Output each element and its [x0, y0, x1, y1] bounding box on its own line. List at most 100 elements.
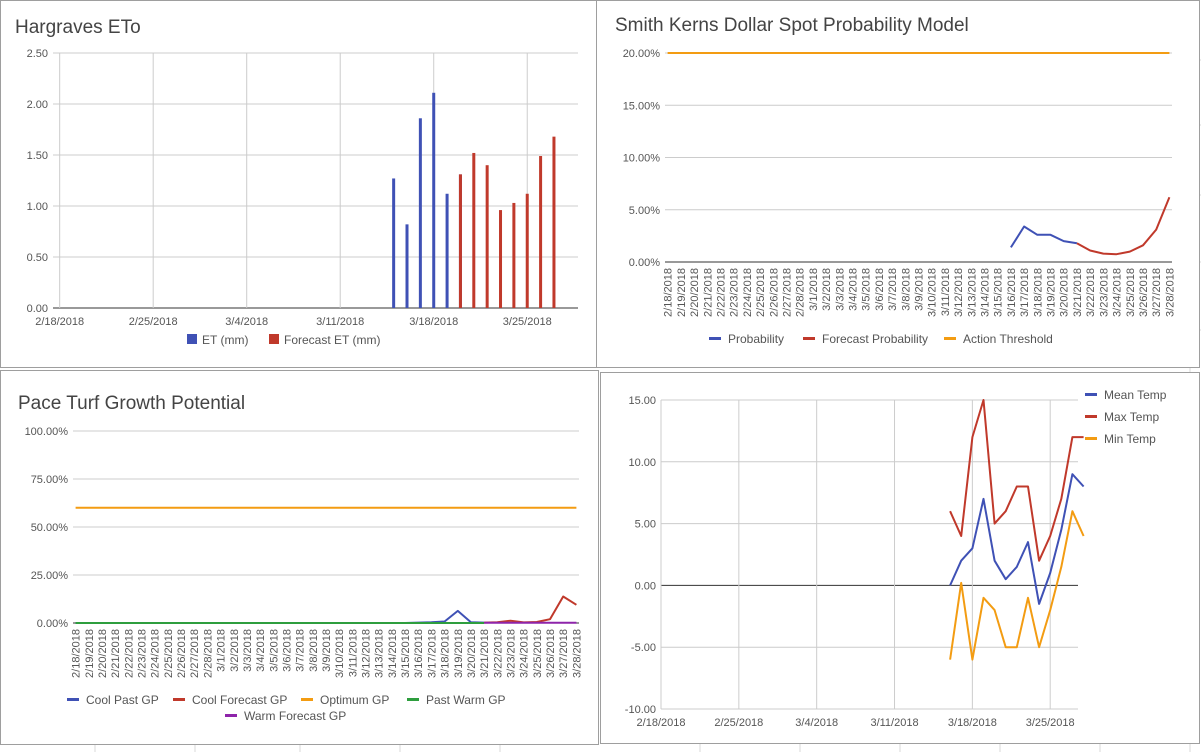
bar: [418, 118, 422, 308]
bar: [472, 152, 476, 308]
x-tick-label: 3/1/2018: [808, 268, 820, 311]
bar: [512, 202, 516, 308]
bar: [405, 224, 409, 308]
bar: [539, 156, 543, 308]
legend-swatch: [1085, 393, 1097, 396]
x-tick-label: 3/25/2018: [1026, 717, 1075, 729]
x-tick-label: 3/28/2018: [1164, 268, 1176, 317]
y-tick-label: 0.00: [635, 580, 656, 592]
x-tick-label: 2/18/2018: [71, 629, 83, 678]
legend-entry: Warm Forecast GP: [244, 709, 346, 723]
x-tick-label: 3/11/2018: [316, 316, 364, 328]
x-tick-label: 3/18/2018: [440, 629, 452, 678]
x-tick-label: 3/23/2018: [1098, 268, 1110, 317]
x-tick-label: 3/5/2018: [861, 268, 873, 311]
x-tick-label: 2/28/2018: [795, 268, 807, 317]
x-tick-label: 3/22/2018: [492, 629, 504, 678]
x-tick-label: 3/10/2018: [927, 268, 939, 317]
y-tick-label: 1.50: [27, 150, 48, 162]
y-tick-label: -10.00: [625, 704, 656, 716]
bar: [392, 178, 396, 308]
bar: [458, 174, 462, 308]
legend-entry: Past Warm GP: [426, 693, 506, 707]
chart-panel-pace-turf[interactable]: Pace Turf Growth Potential 0.00% 25.00% 50.…: [0, 370, 599, 745]
x-tick-label: 3/11/2018: [940, 268, 952, 316]
x-tick-label: 3/1/2018: [216, 629, 228, 672]
y-tick-label: 15.00: [628, 395, 656, 407]
x-tick-label: 2/23/2018: [729, 268, 741, 317]
x-tick-label: 2/21/2018: [702, 268, 714, 317]
x-tick-label: 3/25/2018: [1125, 268, 1137, 317]
x-tick-label: 3/14/2018: [980, 268, 992, 317]
bar: [445, 193, 449, 308]
x-tick-label: 3/7/2018: [295, 629, 307, 672]
legend-entry: Forecast ET (mm): [284, 333, 380, 347]
series-line: [1076, 196, 1171, 256]
x-tick-label: 2/18/2018: [663, 268, 675, 317]
y-tick-label: 2.00: [27, 99, 48, 111]
x-tick-label: 3/7/2018: [887, 268, 899, 311]
x-tick-label: 3/11/2018: [870, 717, 918, 729]
y-tick-label: 10.00: [628, 457, 656, 469]
x-tick-label: 2/25/2018: [755, 268, 767, 317]
x-tick-label: 3/9/2018: [321, 629, 333, 672]
series-line: [949, 399, 1084, 562]
legend-entry: Max Temp: [1104, 410, 1159, 424]
y-tick-label: 0.00%: [37, 618, 68, 630]
x-tick-label: 3/8/2018: [308, 629, 320, 672]
x-tick-label: 3/4/2018: [225, 316, 268, 328]
x-tick-label: 2/19/2018: [84, 629, 96, 678]
x-tick-label: 3/15/2018: [400, 629, 412, 678]
x-tick-label: 3/10/2018: [334, 629, 346, 678]
x-tick-label: 3/13/2018: [966, 268, 978, 317]
x-tick-label: 2/26/2018: [768, 268, 780, 317]
legend-swatch: [225, 714, 237, 717]
x-tick-label: 3/8/2018: [900, 268, 912, 311]
x-tick-label: 3/4/2018: [255, 629, 267, 672]
x-tick-label: 3/25/2018: [503, 316, 552, 328]
x-tick-label: 3/15/2018: [993, 268, 1005, 317]
legend-entry: ET (mm): [202, 333, 248, 347]
x-tick-label: 3/6/2018: [281, 629, 293, 672]
chart-panel-temperature[interactable]: -10.00 -5.00 0.00 5.00 10.00 15.00 2/18/2018 2/…: [600, 372, 1200, 744]
y-tick-label: 100.00%: [25, 426, 69, 438]
x-tick-label: 2/19/2018: [676, 268, 688, 317]
x-tick-label: 3/13/2018: [374, 629, 386, 678]
x-tick-label: 3/17/2018: [1019, 268, 1031, 317]
x-tick-label: 2/20/2018: [689, 268, 701, 317]
y-tick-label: 0.50: [27, 252, 48, 264]
x-tick-label: 3/22/2018: [1085, 268, 1097, 317]
bar: [499, 210, 503, 308]
y-tick-label: 25.00%: [31, 570, 69, 582]
x-tick-label: 2/27/2018: [781, 268, 793, 317]
x-tick-label: 3/2/2018: [821, 268, 833, 311]
y-tick-label: 10.00%: [623, 153, 661, 165]
legend-swatch: [1085, 415, 1097, 418]
x-tick-label: 3/20/2018: [1059, 268, 1071, 317]
x-tick-label: 3/12/2018: [953, 268, 965, 317]
x-tick-label: 3/20/2018: [466, 629, 478, 678]
x-tick-label: 3/2/2018: [229, 629, 241, 672]
legend-entry: Min Temp: [1104, 432, 1156, 446]
y-tick-label: 0.00%: [629, 257, 660, 269]
x-tick-label: 3/4/2018: [795, 717, 838, 729]
x-tick-label: 3/19/2018: [1046, 268, 1058, 317]
x-tick-label: 3/12/2018: [361, 629, 373, 678]
x-tick-label: 2/28/2018: [202, 629, 214, 678]
y-tick-label: 20.00%: [623, 48, 661, 60]
series-line: [75, 609, 485, 624]
bar: [485, 165, 489, 308]
x-tick-label: 2/26/2018: [176, 629, 188, 678]
series-line: [949, 473, 1085, 605]
legend-swatch: [944, 337, 956, 340]
temperature-chart: -10.00 -5.00 0.00 5.00 10.00 15.00 2/18/2018 2/…: [625, 388, 1167, 729]
pace-turf-chart: Pace Turf Growth Potential 0.00% 25.00% 50.…: [18, 393, 583, 723]
chart-panel-dollar-spot[interactable]: Smith Kerns Dollar Spot Probability Mode…: [596, 0, 1200, 368]
chart-panel-hargraves[interactable]: Hargraves ETo 0.00 0.50 1.00 1.50 2.00 2.50 2/1…: [0, 0, 597, 368]
legend-swatch: [67, 698, 79, 701]
legend-swatch: [301, 698, 313, 701]
x-tick-label: 3/14/2018: [387, 629, 399, 678]
x-tick-label: 3/5/2018: [268, 629, 280, 672]
x-tick-label: 3/18/2018: [1032, 268, 1044, 317]
x-tick-label: 3/19/2018: [453, 629, 465, 678]
